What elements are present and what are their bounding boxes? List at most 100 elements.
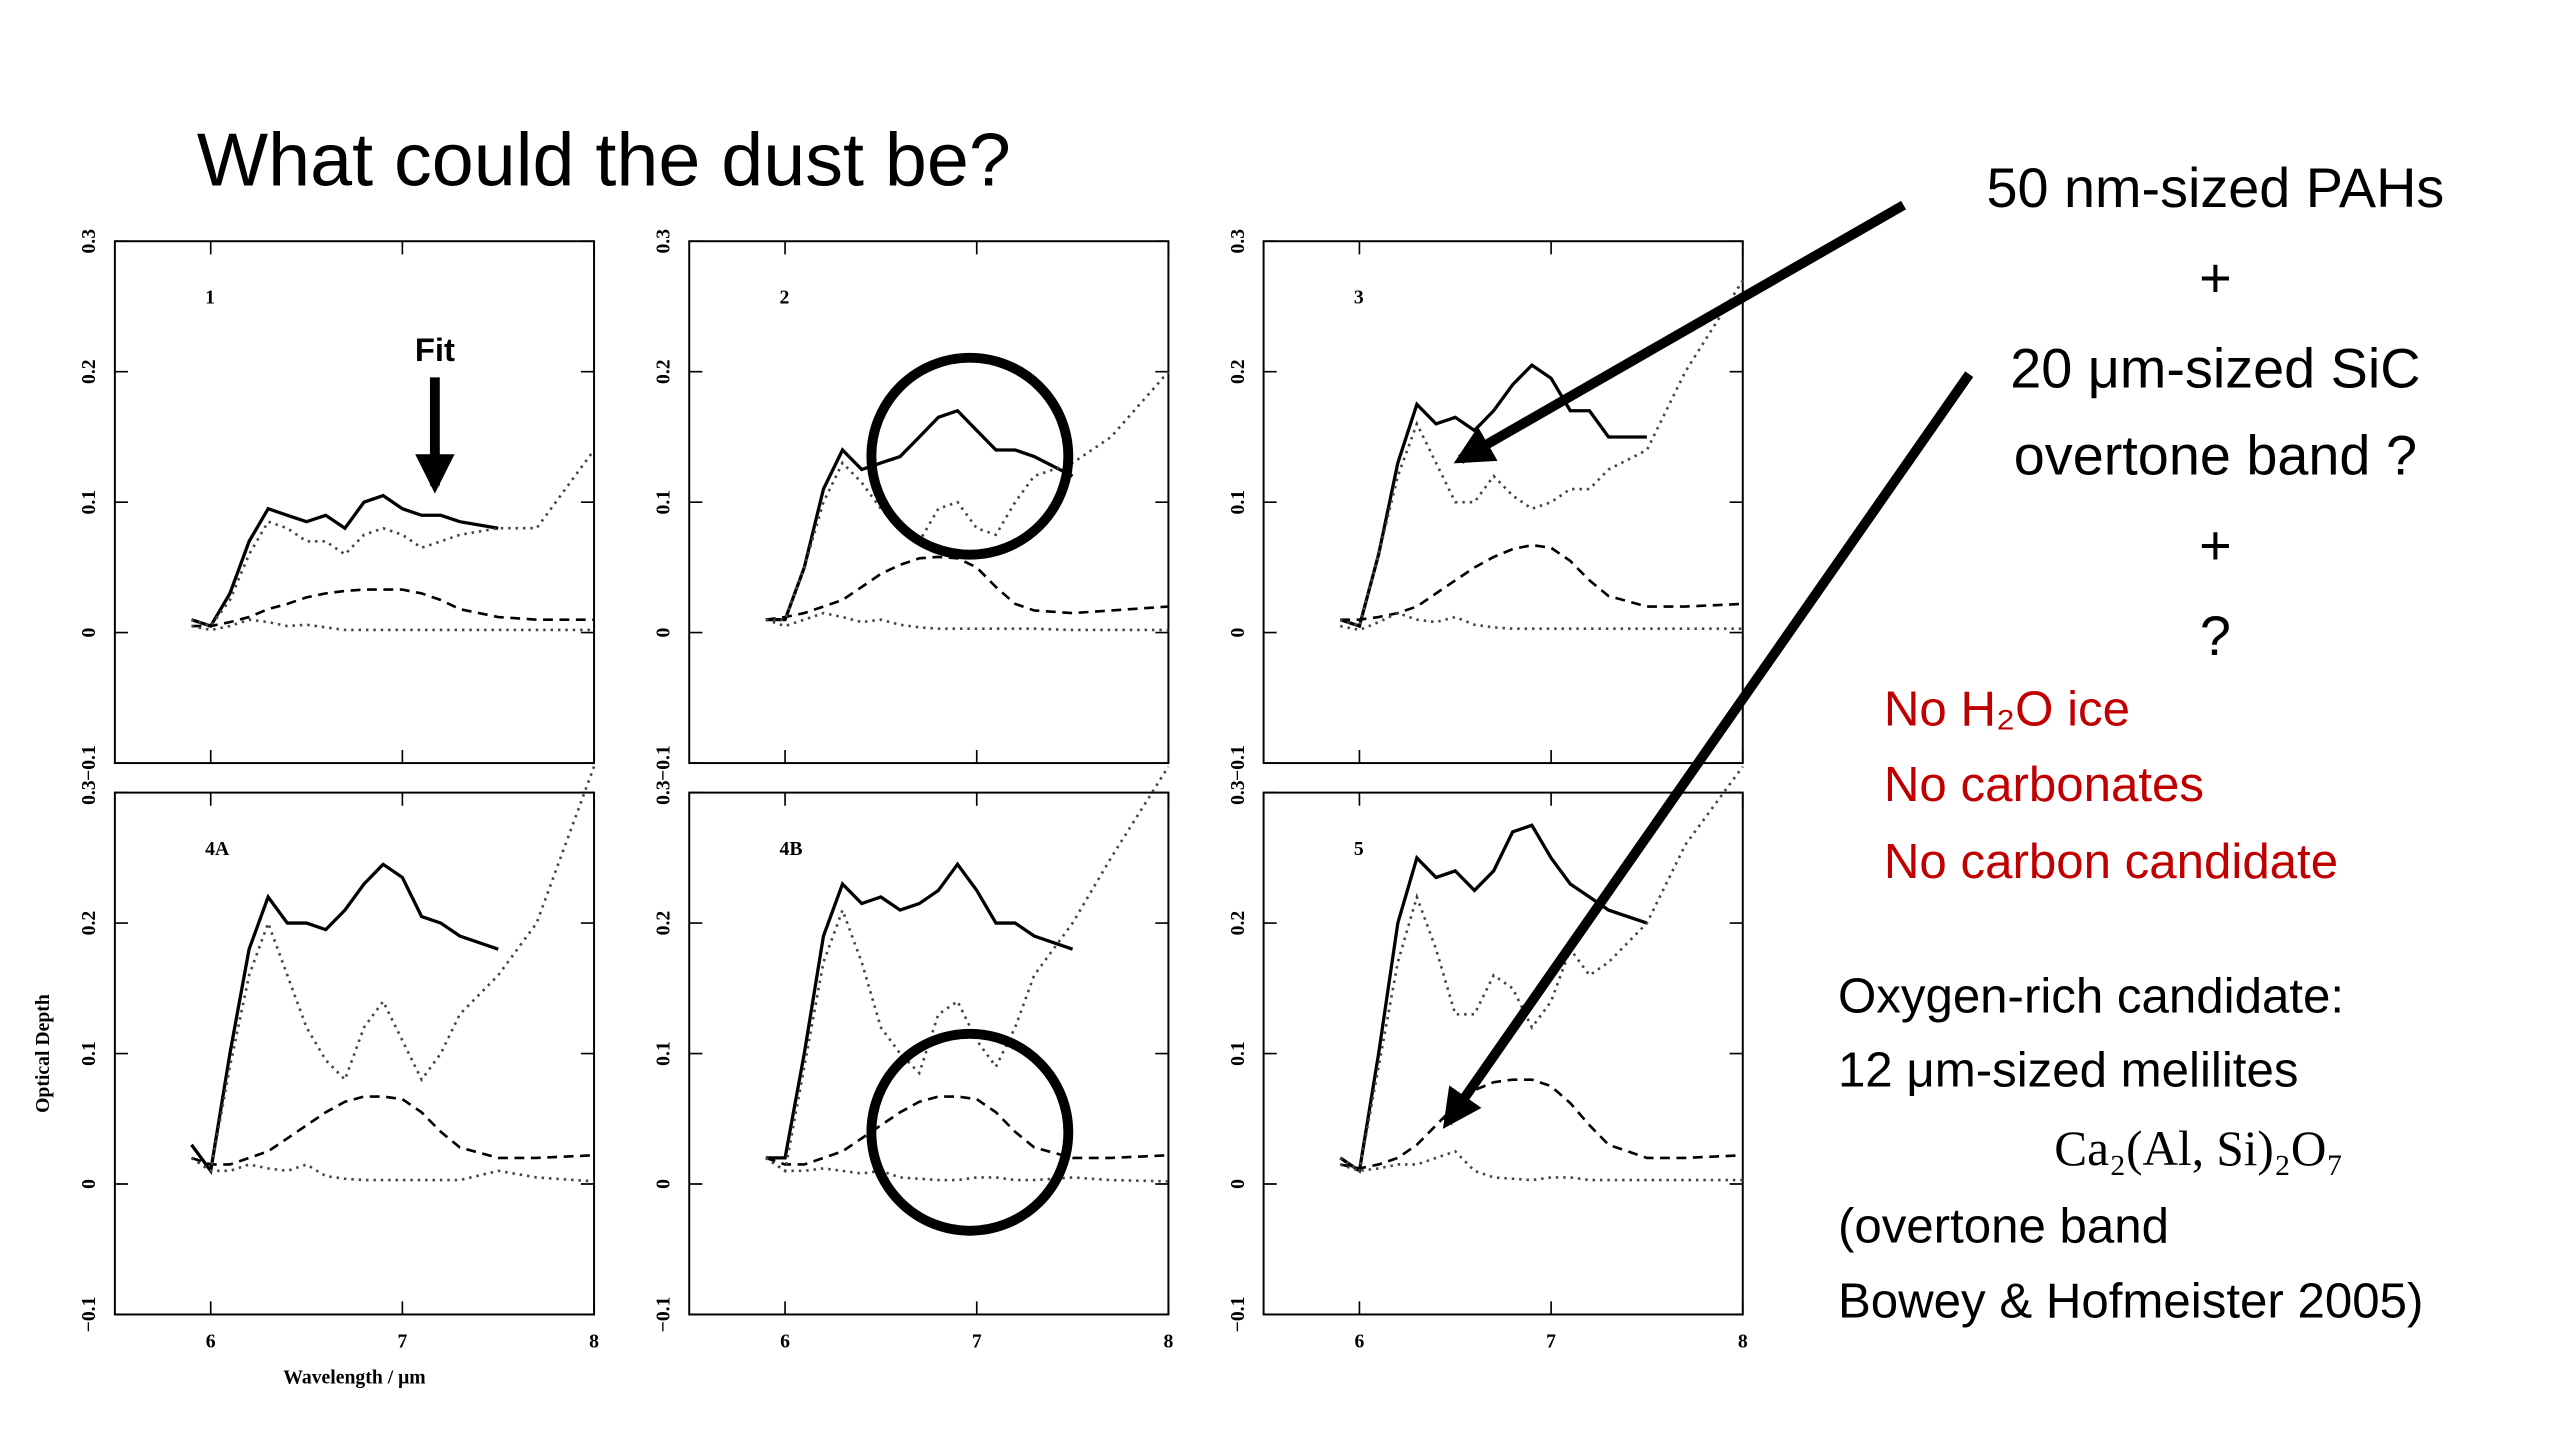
candidate-formula: Ca₂(Al, Si)₂O₇ — [2054, 1121, 2343, 1176]
candidate-line: (overtone band — [1838, 1198, 2169, 1253]
candidate-line: Bowey & Hofmeister 2005) — [1838, 1274, 2423, 1329]
hypothesis-line: + — [2199, 514, 2232, 577]
y-tick-label: −0.1 — [653, 1297, 675, 1333]
series-line — [1339, 362, 1647, 629]
y-tick-label: 0.2 — [653, 911, 675, 936]
y-tick-label: 0 — [653, 1179, 675, 1189]
series-line — [765, 1156, 1169, 1183]
candidate-line: Oxygen-rich candidate: — [1838, 969, 2344, 1024]
series-line — [1339, 823, 1648, 1174]
hypothesis-line: 20 μm-sized SiC — [2010, 336, 2420, 399]
y-tick-label: 0.2 — [78, 911, 100, 936]
series-line — [190, 1156, 595, 1183]
hypothesis-line: overtone band ? — [2014, 423, 2417, 486]
plot-frame — [113, 240, 596, 765]
y-tick-label: 0.3 — [1227, 780, 1249, 805]
y-tick-label: 0.1 — [1227, 1041, 1249, 1066]
hypothesis-line: + — [2199, 246, 2232, 309]
y-tick-label: 0 — [1227, 628, 1249, 638]
plot-frame — [688, 240, 1170, 765]
excluded-line: No carbonates — [1884, 757, 2204, 812]
series-line — [765, 555, 1169, 621]
plot-frame — [1262, 240, 1744, 765]
series-line — [190, 766, 596, 1174]
panel-label: 3 — [1354, 287, 1364, 309]
panel-label: 4A — [205, 838, 230, 860]
y-tick-label: 0 — [78, 1179, 100, 1189]
series-line — [191, 588, 595, 628]
hypothesis-line: ? — [2200, 604, 2231, 667]
series-line — [1339, 1078, 1743, 1170]
panel-label: 4B — [779, 838, 802, 860]
x-tick-label: 8 — [1163, 1330, 1173, 1352]
x-tick-label: 8 — [1738, 1330, 1748, 1352]
series-line — [765, 370, 1170, 621]
plot-panel: −0.1 0 0.1 0.2 0.3 2 — [653, 229, 1170, 781]
y-tick-label: −0.1 — [653, 745, 675, 781]
x-tick-label: 7 — [1546, 1330, 1556, 1352]
y-tick-label: 0.2 — [653, 359, 675, 384]
excluded-line: No carbon candidate — [1884, 834, 2338, 889]
series-line — [765, 861, 1074, 1160]
y-axis-label: Optical Depth — [32, 994, 54, 1113]
series-line — [765, 1095, 1169, 1166]
plot-panel: −0.1 0 0.1 0.2 0.3 3 — [1227, 229, 1744, 781]
x-tick-label: 6 — [780, 1330, 790, 1352]
y-tick-label: 0.1 — [653, 490, 675, 515]
series-line — [765, 611, 1169, 632]
plot-frame — [688, 791, 1170, 1316]
y-tick-label: 0 — [1227, 1179, 1249, 1189]
series-line — [765, 408, 1074, 622]
x-tick-label: 6 — [206, 1330, 216, 1352]
y-tick-label: 0.3 — [1227, 229, 1249, 254]
pointer-arrow — [1453, 200, 1907, 464]
y-tick-label: −0.1 — [78, 745, 100, 781]
y-tick-label: 0 — [653, 628, 675, 638]
series-line — [1339, 611, 1743, 632]
plot-panel: 6 7 8 −0.1 0 0.1 0.2 0.3 4A Wavelength / μm Optica… — [32, 766, 599, 1388]
highlight-circle — [866, 1028, 1074, 1236]
y-tick-label: 0.1 — [78, 1041, 100, 1066]
x-axis-label: Wavelength / μm — [283, 1366, 426, 1388]
x-tick-label: 7 — [397, 1330, 407, 1352]
highlight-circle — [866, 352, 1074, 560]
series-line — [190, 493, 499, 629]
y-tick-label: 0.3 — [78, 229, 100, 254]
y-tick-label: 0.2 — [1227, 911, 1249, 936]
y-tick-label: −0.1 — [1227, 745, 1249, 781]
y-tick-label: −0.1 — [1227, 1297, 1249, 1333]
y-tick-label: 0 — [78, 628, 100, 638]
y-tick-label: 0.3 — [653, 229, 675, 254]
x-tick-label: 7 — [972, 1330, 982, 1352]
panel-label: 2 — [779, 287, 789, 309]
series-line — [765, 765, 1170, 1174]
series-line — [191, 1095, 595, 1166]
y-tick-label: 0.1 — [1227, 490, 1249, 515]
plot-panel: 6 7 8 −0.1 0 0.1 0.2 0.3 5 — [1227, 765, 1748, 1352]
y-tick-label: 0.2 — [78, 359, 100, 384]
plot-panel: 6 7 8 −0.1 0 0.1 0.2 0.3 4B — [653, 765, 1173, 1352]
y-tick-label: 0.3 — [653, 780, 675, 805]
panel-label: 5 — [1354, 838, 1364, 860]
slide-title: What could the dust be? — [197, 117, 1011, 201]
y-tick-label: 0.2 — [1227, 359, 1249, 384]
y-tick-label: 0.1 — [653, 1041, 675, 1066]
series-line — [1340, 543, 1743, 621]
x-tick-label: 8 — [589, 1330, 599, 1352]
panel-label: 1 — [205, 287, 215, 309]
x-tick-label: 6 — [1355, 1330, 1365, 1352]
y-tick-label: 0.3 — [78, 780, 100, 805]
fit-label: Fit — [415, 331, 455, 368]
series-line — [191, 449, 596, 628]
candidate-line: 12 μm-sized melilites — [1838, 1042, 2299, 1097]
series-line — [191, 618, 595, 632]
series-line — [1339, 1149, 1743, 1182]
y-tick-label: −0.1 — [78, 1297, 100, 1333]
plot-frame — [1262, 791, 1744, 1316]
pointer-arrow — [1442, 371, 1974, 1129]
hypothesis-line: 50 nm-sized PAHs — [1986, 156, 2444, 219]
series-line — [190, 862, 499, 1175]
plot-panel: −0.1 0 0.1 0.2 0.3 1 — [78, 229, 596, 781]
